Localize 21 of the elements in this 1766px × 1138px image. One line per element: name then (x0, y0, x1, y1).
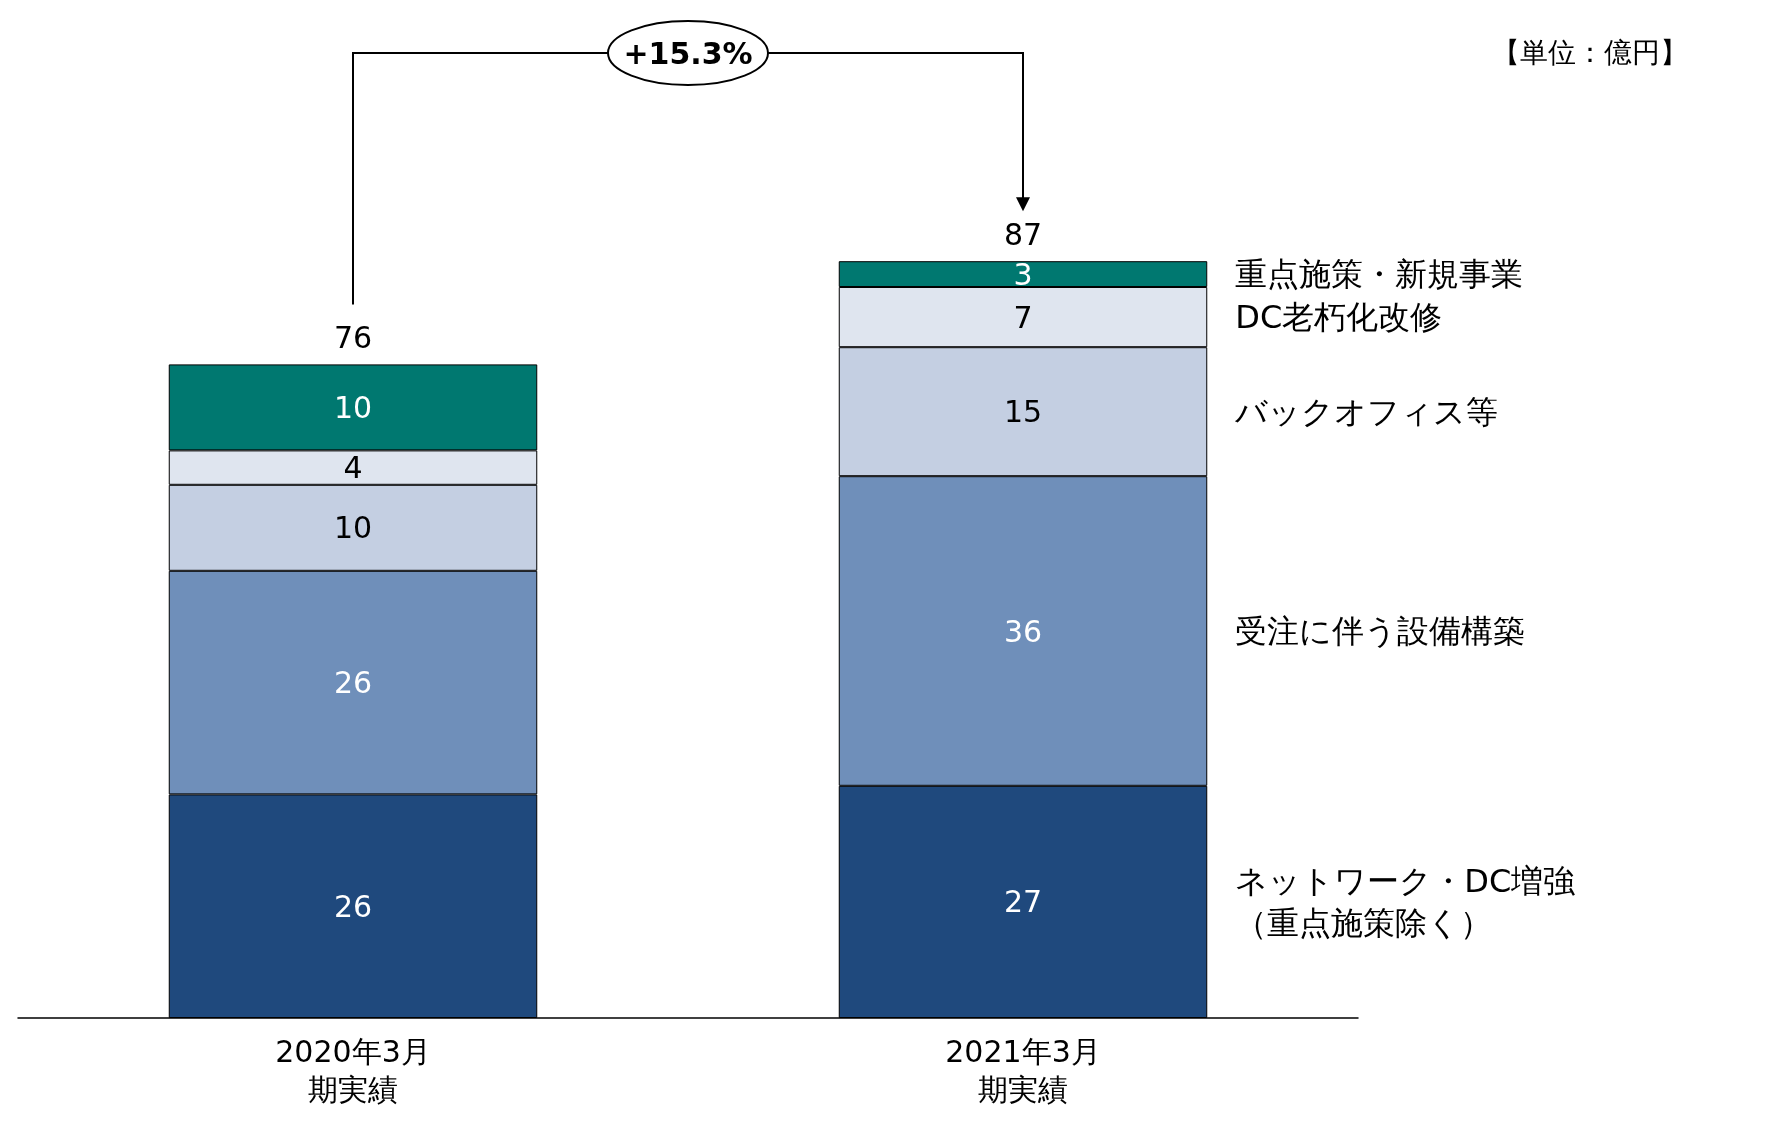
data-label: 10 (333, 389, 373, 425)
data-label: 26 (333, 888, 373, 924)
data-label: 26 (333, 665, 373, 701)
text: +15.3% (623, 35, 753, 71)
x-tick-label: 2020年3月期実績 (275, 1033, 431, 1107)
total-label: 76 (333, 319, 373, 355)
x-tick-label: 2021年3月期実績 (945, 1033, 1101, 1107)
data-label: 15 (1003, 394, 1043, 430)
data-label: 36 (1003, 613, 1043, 649)
text: 【単位：億円】 (1492, 35, 1688, 69)
data-label: 7 (1013, 299, 1033, 335)
data-label: 3 (1013, 256, 1033, 292)
total-label: 87 (1003, 216, 1043, 252)
series-label: バックオフィス等 (1234, 392, 1499, 431)
data-label: 4 (343, 450, 363, 486)
series-label: 受注に伴う設備構築 (1235, 612, 1526, 650)
series-label: 重点施策・新規事業 (1235, 255, 1524, 294)
series-label: ネットワーク・DC増強（重点施策除く） (1235, 861, 1576, 942)
data-label: 10 (333, 510, 373, 546)
data-label: 27 (1003, 884, 1043, 920)
series-label: DC老朽化改修 (1235, 298, 1443, 337)
